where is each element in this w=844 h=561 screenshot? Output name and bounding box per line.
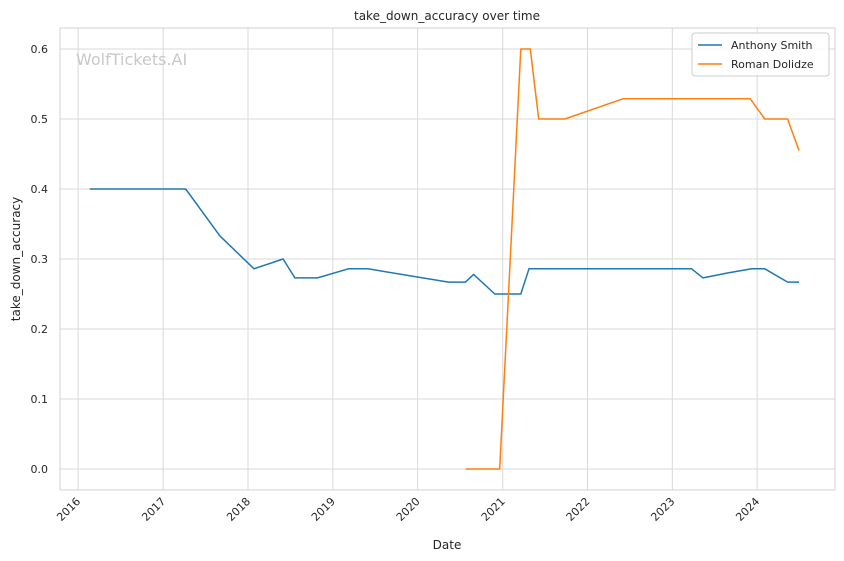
y-tick-label: 0.2 xyxy=(31,323,49,336)
grid-lines xyxy=(60,28,835,490)
x-tick-label: 2020 xyxy=(394,495,423,524)
watermark: WolfTickets.AI xyxy=(76,50,187,69)
x-tick-label: 2023 xyxy=(648,495,677,524)
y-tick-label: 0.5 xyxy=(31,113,49,126)
series-lines xyxy=(89,48,800,470)
legend-label: Anthony Smith xyxy=(731,39,813,52)
x-tick-label: 2019 xyxy=(309,495,338,524)
legend: Anthony Smith Roman Dolidze xyxy=(691,32,830,77)
y-tick-label: 0.3 xyxy=(31,253,49,266)
x-tick-labels: 2016 2017 2018 2019 2020 2021 2022 2023 2024 xyxy=(54,495,762,524)
y-tick-label: 0.6 xyxy=(31,43,49,56)
x-tick-label: 2016 xyxy=(54,495,83,524)
plot-frame xyxy=(59,27,836,491)
x-tick-label: 2017 xyxy=(139,495,168,524)
legend-box xyxy=(691,32,830,77)
y-tick-labels: 0.0 0.1 0.2 0.3 0.4 0.5 0.6 xyxy=(31,43,49,476)
y-tick-label: 0.4 xyxy=(31,183,49,196)
y-tick-label: 0.1 xyxy=(31,393,49,406)
series-line-anthony-smith xyxy=(89,188,799,295)
x-tick-label: 2021 xyxy=(479,495,508,524)
x-tick-label: 2018 xyxy=(224,495,253,524)
y-tick-label: 0.0 xyxy=(31,463,49,476)
legend-label: Roman Dolidze xyxy=(731,58,814,71)
x-tick-label: 2022 xyxy=(564,495,593,524)
y-axis-label: take_down_accuracy xyxy=(9,197,23,321)
chart-title: take_down_accuracy over time xyxy=(354,9,540,23)
x-axis-label: Date xyxy=(433,538,462,552)
series-line-roman-dolidze xyxy=(465,48,800,470)
x-tick-label: 2024 xyxy=(733,495,762,524)
